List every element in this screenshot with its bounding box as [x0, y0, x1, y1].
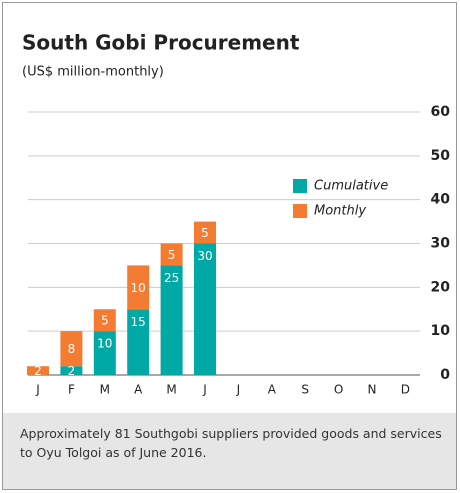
bar-segment	[127, 309, 150, 375]
value-label: 5	[101, 314, 109, 328]
value-label: 2	[34, 364, 42, 378]
y-tick-label: 30	[431, 236, 451, 252]
note: Approximately 81 Southgobi suppliers pro…	[20, 426, 442, 460]
bar-segment	[127, 265, 150, 310]
value-label: 8	[68, 342, 76, 356]
legend-label: Cumulative	[314, 179, 388, 194]
x-tick-label: D	[401, 383, 410, 397]
value-label: 5	[201, 226, 209, 240]
y-tick-label: 20	[431, 279, 451, 295]
y-tick-label: 50	[431, 148, 451, 164]
x-tick-label: A	[268, 383, 277, 397]
chart-subtitle: (US$ million-monthly)	[22, 65, 164, 80]
x-tick-label: J	[202, 383, 207, 397]
x-tick-label: J	[236, 383, 241, 397]
x-tick-label: J	[35, 383, 40, 397]
bar-segment	[194, 221, 216, 244]
bar-segment	[160, 265, 183, 375]
value-label: 25	[164, 271, 179, 285]
y-tick-label: 60	[431, 104, 451, 120]
x-tick-label: N	[368, 383, 377, 397]
legend-label: Monthly	[314, 204, 366, 219]
legend-swatch	[293, 179, 307, 193]
legend-swatch	[293, 204, 307, 218]
chart-title: South Gobi Procurement	[22, 31, 300, 55]
x-tick-label: S	[301, 383, 309, 397]
bar-segment	[194, 243, 216, 375]
y-tick-label: 40	[431, 192, 451, 208]
bar-segment	[160, 243, 183, 266]
x-tick-label: A	[134, 383, 143, 397]
value-label: 5	[168, 248, 176, 262]
x-tick-label: F	[68, 383, 75, 397]
value-label: 10	[97, 337, 112, 351]
bar-segment	[27, 366, 49, 375]
value-label: 2	[68, 364, 76, 378]
bar-segment	[60, 366, 83, 375]
y-tick-label: 0	[440, 367, 450, 383]
x-tick-label: O	[334, 383, 343, 397]
footer	[3, 413, 456, 489]
y-tick-label: 10	[431, 323, 451, 339]
value-label: 30	[197, 249, 212, 263]
bar-segment	[93, 309, 116, 332]
bar-segment	[93, 331, 116, 375]
frame	[2, 2, 457, 490]
bar-segment	[60, 331, 83, 367]
value-label: 15	[131, 315, 146, 329]
note-box: Approximately 81 Southgobi suppliers pro…	[20, 426, 442, 460]
x-tick-label: M	[166, 383, 176, 397]
x-tick-label: M	[100, 383, 110, 397]
value-label: 10	[131, 281, 146, 295]
